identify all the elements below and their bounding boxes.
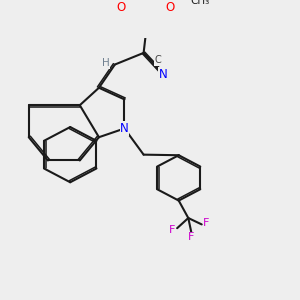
Text: F: F	[169, 225, 176, 235]
Text: F: F	[188, 232, 195, 242]
Text: O: O	[116, 1, 125, 14]
Text: C: C	[154, 55, 161, 65]
Text: H: H	[102, 58, 110, 68]
Text: CH₃: CH₃	[191, 0, 210, 6]
Text: N: N	[120, 122, 129, 135]
Text: N: N	[159, 68, 168, 81]
Text: F: F	[203, 218, 210, 228]
Text: O: O	[165, 1, 174, 14]
